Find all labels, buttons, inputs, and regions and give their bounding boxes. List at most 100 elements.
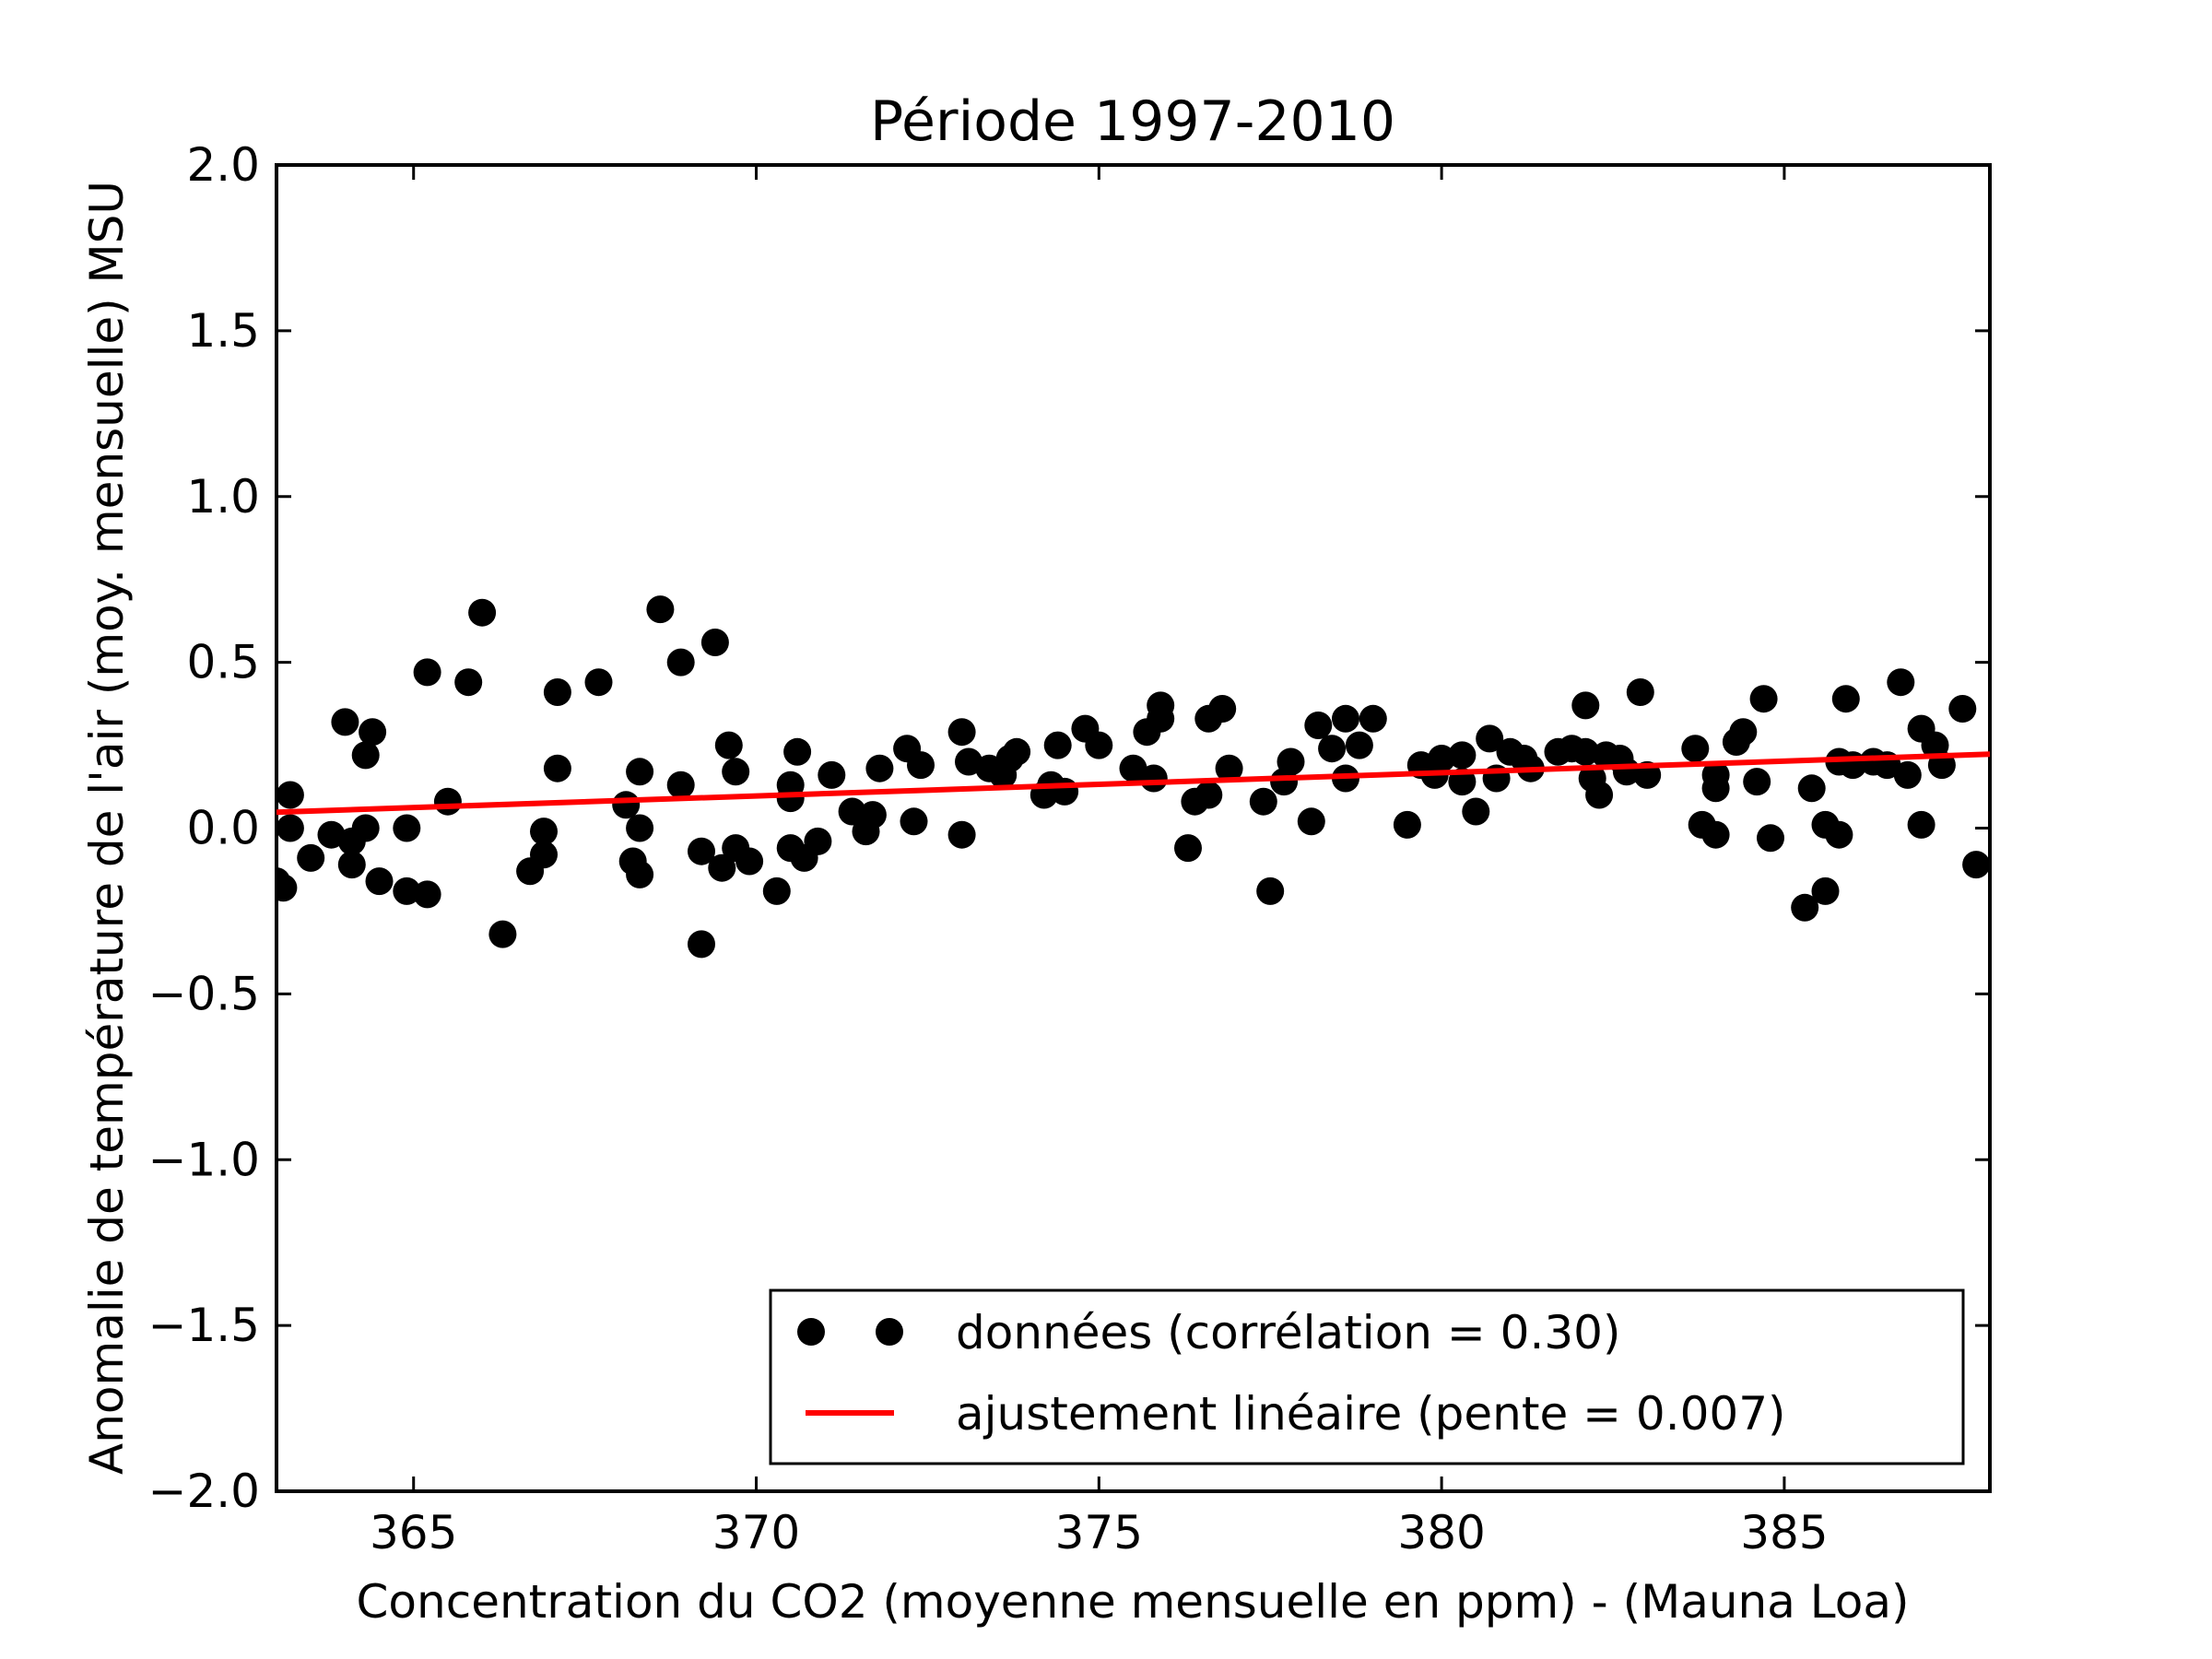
data-point xyxy=(1626,678,1654,706)
data-point xyxy=(1277,747,1305,776)
chart-title: Période 1997-2010 xyxy=(870,89,1395,154)
data-point xyxy=(1887,668,1915,697)
data-point xyxy=(762,877,791,905)
data-point xyxy=(530,818,558,846)
data-point xyxy=(1359,704,1387,733)
data-point xyxy=(584,668,613,697)
y-tick-label: 0.0 xyxy=(186,802,260,855)
data-point xyxy=(393,877,421,905)
data-point xyxy=(1825,820,1853,849)
y-tick-label: 1.5 xyxy=(186,304,260,358)
data-point xyxy=(1051,777,1079,806)
data-point xyxy=(1791,893,1819,922)
data-point xyxy=(708,853,736,882)
data-point xyxy=(276,814,304,842)
legend-entry-donnees: données (corrélation = 0.30) xyxy=(956,1306,1620,1359)
data-point xyxy=(947,718,976,747)
data-point xyxy=(1304,712,1333,739)
data-point xyxy=(1003,737,1031,766)
data-point xyxy=(1147,704,1175,733)
data-point xyxy=(1907,810,1936,839)
data-point xyxy=(365,867,394,896)
y-tick-label: 0.5 xyxy=(186,636,260,689)
data-point xyxy=(804,827,832,855)
data-point xyxy=(1462,797,1490,826)
y-tick-label: −2.0 xyxy=(148,1465,260,1518)
data-point xyxy=(1962,851,1990,879)
data-point xyxy=(468,598,497,627)
data-point xyxy=(433,787,462,816)
data-point xyxy=(543,754,571,782)
y-tick-label: −1.5 xyxy=(148,1299,260,1352)
legend-scatter-marker-icon xyxy=(797,1318,825,1346)
data-point xyxy=(1476,724,1504,753)
data-point xyxy=(351,741,380,770)
y-tick-label: 2.0 xyxy=(186,138,260,192)
linear-fit-line xyxy=(276,751,1990,816)
data-point xyxy=(626,860,654,888)
data-point xyxy=(858,801,887,830)
data-point xyxy=(722,758,750,786)
data-point xyxy=(1757,824,1784,853)
data-point xyxy=(454,668,483,697)
data-point xyxy=(393,814,421,842)
data-point xyxy=(735,847,764,876)
data-point xyxy=(612,791,641,819)
data-point xyxy=(865,754,894,782)
data-point xyxy=(1318,735,1347,763)
data-point xyxy=(626,814,654,842)
data-point xyxy=(1571,737,1600,766)
data-point xyxy=(666,648,695,677)
data-point xyxy=(1811,877,1840,905)
data-point xyxy=(907,751,935,780)
data-point xyxy=(700,629,729,656)
data-point xyxy=(1448,741,1477,770)
data-point xyxy=(838,797,866,826)
data-point xyxy=(1571,691,1600,720)
data-point xyxy=(1085,731,1113,759)
data-point xyxy=(818,760,846,789)
data-point xyxy=(714,731,743,759)
data-point xyxy=(276,781,304,809)
data-point xyxy=(1249,787,1277,816)
data-point xyxy=(1585,781,1614,809)
data-point xyxy=(1194,781,1223,809)
data-point xyxy=(1139,764,1168,793)
data-point xyxy=(1297,807,1325,836)
data-point xyxy=(351,814,380,842)
data-point xyxy=(688,930,715,959)
x-tick-label: 385 xyxy=(1740,1506,1828,1559)
y-tick-label: 1.0 xyxy=(186,470,260,524)
data-point xyxy=(783,737,812,766)
data-point xyxy=(900,807,928,836)
y-tick-label: −1.0 xyxy=(148,1133,260,1186)
data-point xyxy=(1393,810,1421,839)
data-point xyxy=(413,880,441,909)
data-point xyxy=(1831,685,1860,713)
data-point xyxy=(1797,774,1826,803)
scatter-points xyxy=(276,595,1990,959)
x-tick-label: 370 xyxy=(712,1506,800,1559)
legend: données (corrélation = 0.30) ajustement … xyxy=(769,1288,1965,1465)
legend-entry-ajustement: ajustement linéaire (pente = 0.007) xyxy=(956,1387,1786,1441)
data-point xyxy=(1729,718,1758,747)
data-point xyxy=(488,920,517,948)
data-point xyxy=(1681,735,1710,763)
x-tick-label: 375 xyxy=(1055,1506,1143,1559)
data-point xyxy=(1749,685,1778,713)
data-point xyxy=(1215,754,1243,782)
data-point xyxy=(1256,877,1285,905)
y-tick-label: −0.5 xyxy=(148,967,260,1020)
data-point xyxy=(666,771,695,799)
data-point xyxy=(359,718,387,747)
data-point xyxy=(337,851,366,879)
data-point xyxy=(1948,695,1977,723)
data-point xyxy=(1893,760,1922,789)
x-tick-label: 365 xyxy=(370,1506,457,1559)
y-axis-label: Anomalie de température de l'air (moy. m… xyxy=(80,181,134,1475)
data-point xyxy=(1701,820,1730,849)
data-point xyxy=(1043,731,1072,759)
x-axis-label: Concentration du CO2 (moyenne mensuelle … xyxy=(357,1575,1910,1629)
